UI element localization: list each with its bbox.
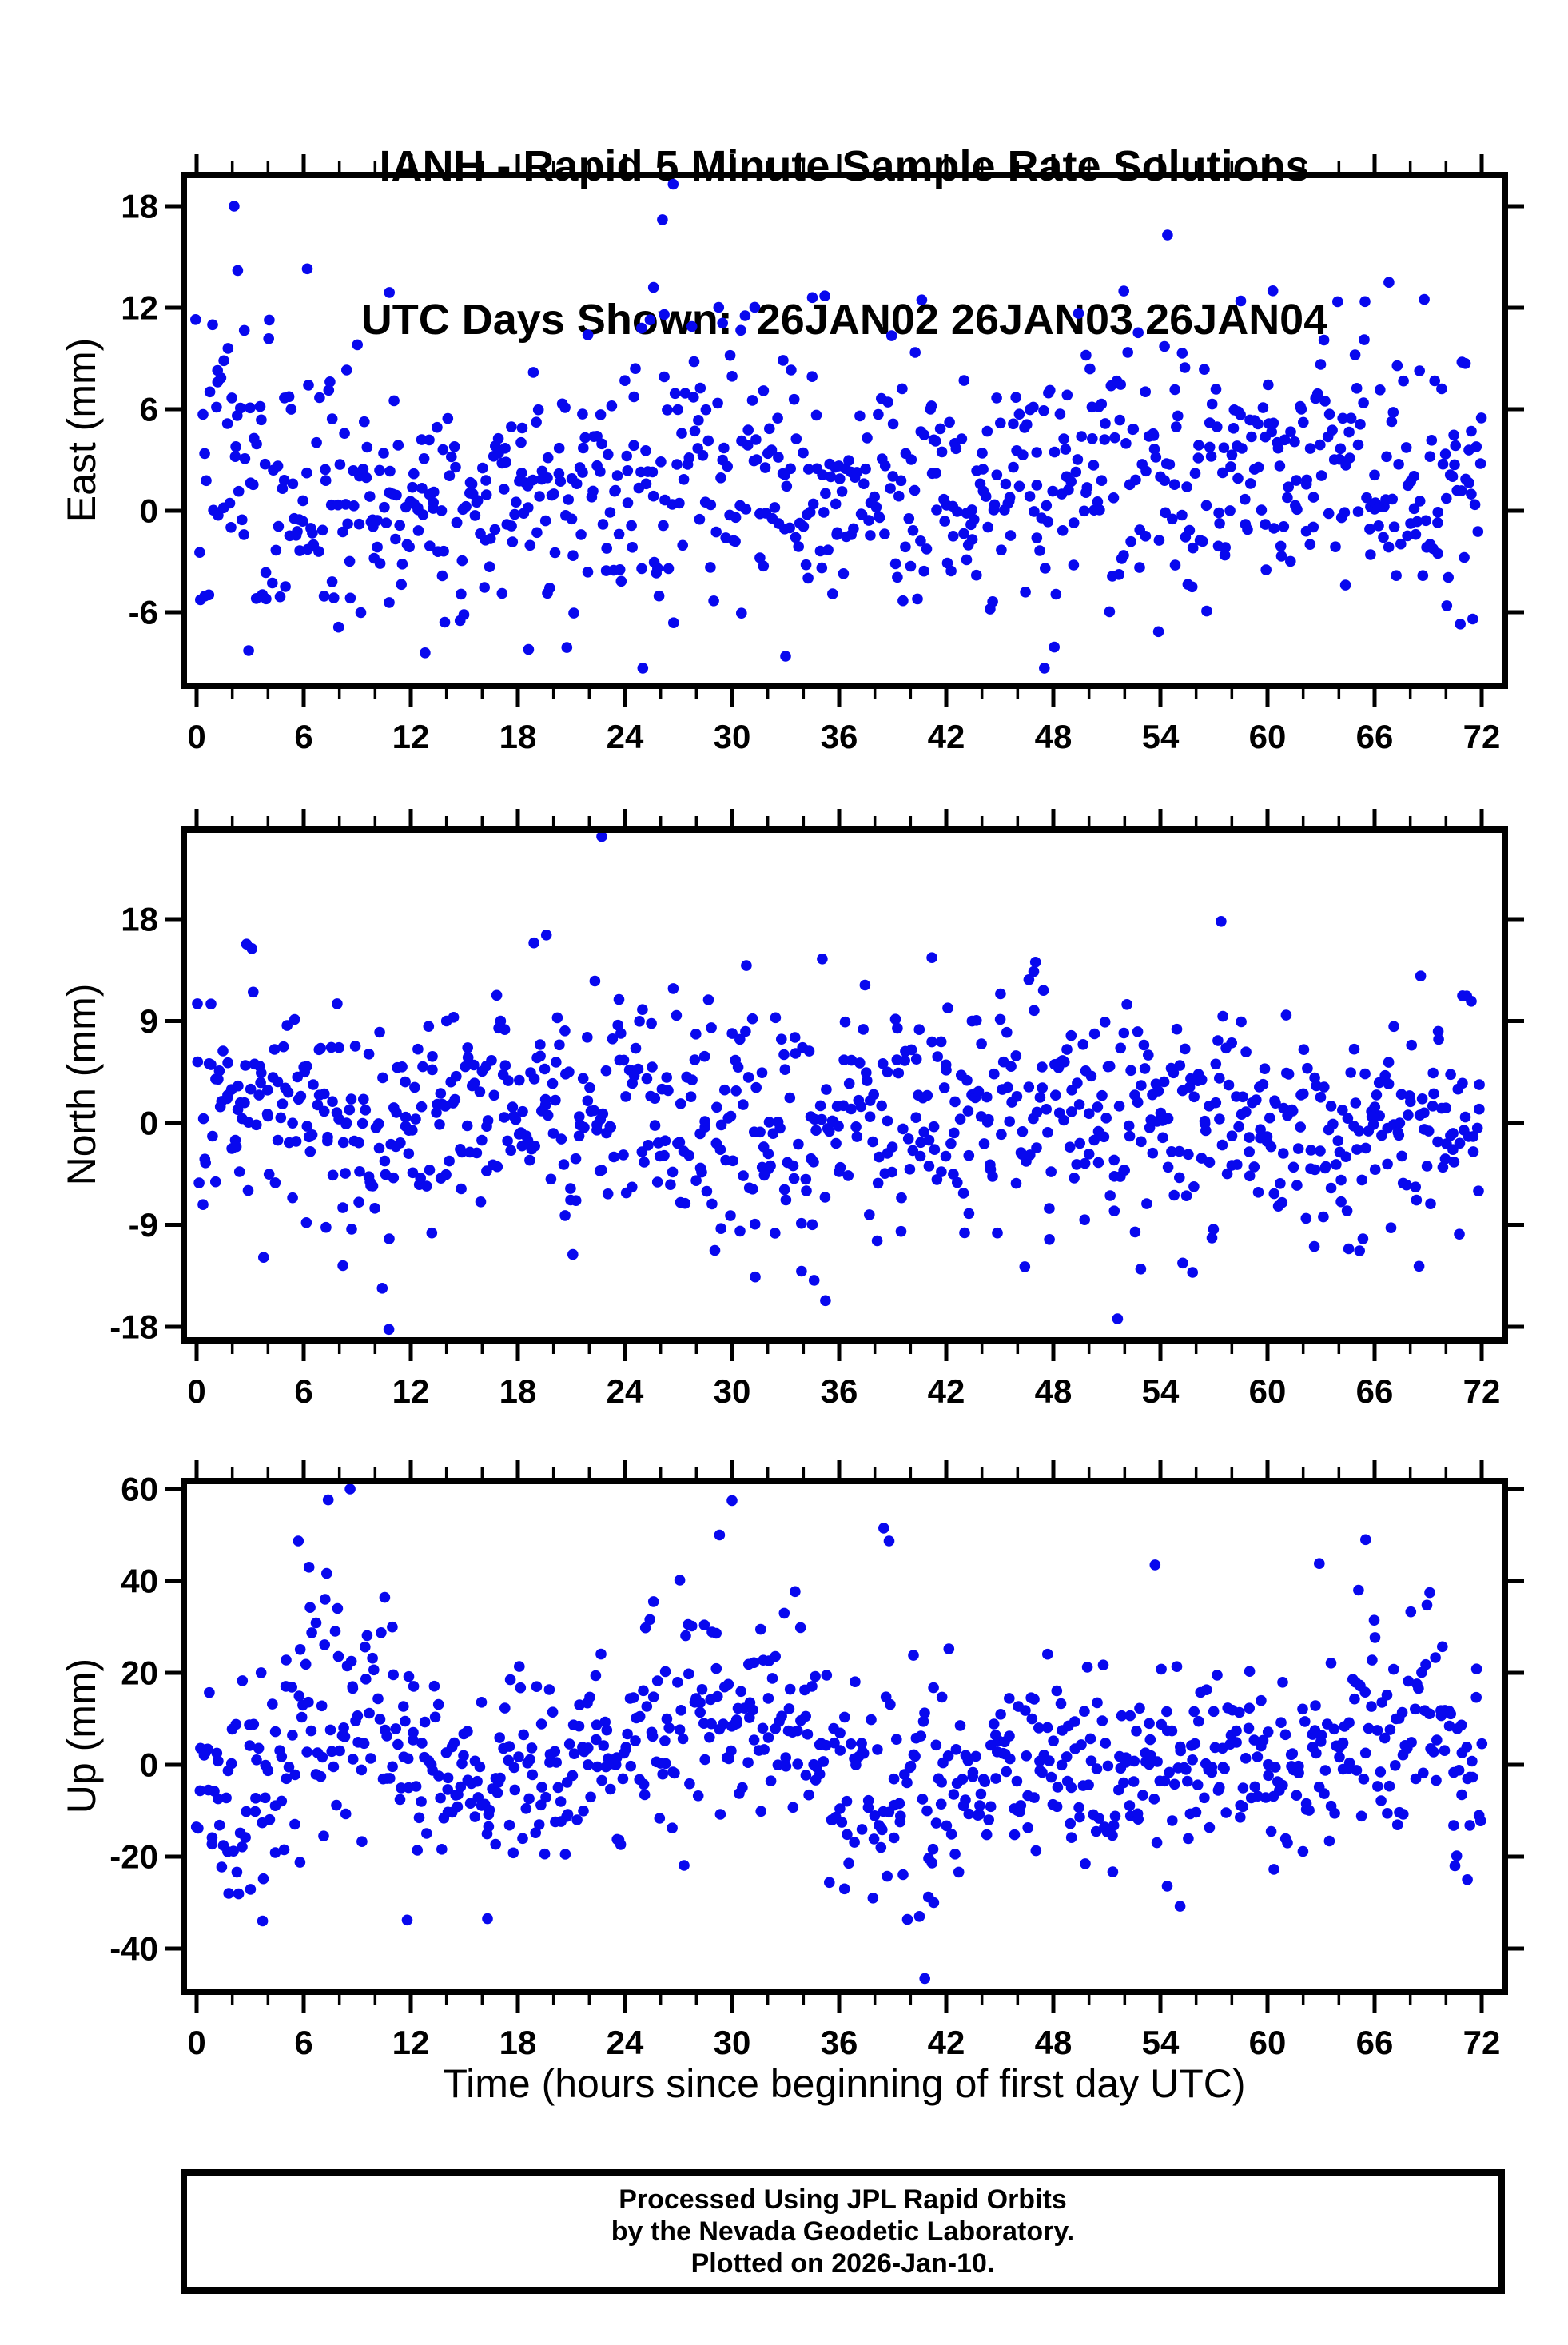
up-ytick-label: -20 (109, 1837, 158, 1875)
east-ytick-label: -6 (129, 593, 158, 631)
north-xtick-label: 12 (392, 1372, 430, 1410)
up-xtick-label: 30 (714, 2024, 751, 2061)
up-xtick-label: 24 (607, 2024, 644, 2061)
north-xtick-label: 30 (714, 1372, 751, 1410)
north-xtick-label: 0 (187, 1372, 205, 1410)
north-xtick-label: 42 (928, 1372, 965, 1410)
x-axis-label: Time (hours since beginning of first day… (443, 2061, 1246, 2106)
east-xtick-label: 24 (607, 718, 644, 755)
up-frame: -40 -20 0 20 40 60 0 6 12 18 24 30 36 42 48 54 60 66 72 (109, 1460, 1524, 2061)
east-points (190, 178, 1487, 674)
east-frame: -6 0 6 12 18 0 6 12 18 24 30 36 42 48 54 60 66 72 (121, 154, 1524, 755)
north-xtick-label: 72 (1463, 1372, 1501, 1410)
north-ytick-label: 18 (121, 900, 158, 938)
up-xtick-label: 18 (499, 2024, 537, 2061)
up-points (190, 1483, 1488, 1985)
east-xtick-label: 48 (1035, 718, 1073, 755)
north-xtick-label: 24 (607, 1372, 644, 1410)
up-xtick-label: 42 (928, 2024, 965, 2061)
up-ytick-label: 60 (121, 1470, 158, 1507)
north-xtick-label: 54 (1142, 1372, 1180, 1410)
up-ytick-label: 20 (121, 1654, 158, 1691)
north-xtick-label: 60 (1249, 1372, 1287, 1410)
footer-box: Processed Using JPL Rapid Orbits by the … (181, 2169, 1505, 2294)
north-points (192, 830, 1485, 1336)
east-xtick-label: 0 (187, 718, 205, 755)
east-xtick-label: 54 (1142, 718, 1180, 755)
north-xtick-label: 36 (821, 1372, 858, 1410)
plot-title-line1: IANH - Rapid 5 Minute Sample Rate Soluti… (379, 142, 1310, 190)
north-xtick-label: 18 (499, 1372, 537, 1410)
up-ytick-label: 0 (140, 1746, 158, 1783)
up-ytick-label: -40 (109, 1929, 158, 1967)
up-xtick-label: 72 (1463, 2024, 1501, 2061)
north-frame: -18 -9 0 9 18 0 6 12 18 24 30 36 42 48 54 60 66 72 (109, 809, 1524, 1410)
east-xtick-label: 66 (1356, 718, 1394, 755)
east-ytick-label: 18 (121, 187, 158, 225)
up-xtick-label: 66 (1356, 2024, 1394, 2061)
y-axis-label-east: East (mm) (59, 337, 104, 523)
north-ytick-label: -18 (109, 1308, 158, 1345)
north-ytick-label: 9 (140, 1002, 158, 1040)
east-ytick-label: 12 (121, 289, 158, 326)
y-axis-label-north: North (mm) (59, 983, 104, 1186)
up-xtick-label: 54 (1142, 2024, 1180, 2061)
east-ytick-label: 6 (140, 390, 158, 428)
up-ytick-label: 40 (121, 1562, 158, 1599)
east-xtick-label: 72 (1463, 718, 1501, 755)
north-xtick-label: 6 (294, 1372, 312, 1410)
up-xtick-label: 6 (294, 2024, 312, 2061)
y-axis-label-up: Up (mm) (59, 1658, 104, 1814)
north-xtick-label: 66 (1356, 1372, 1394, 1410)
east-xtick-label: 60 (1249, 718, 1287, 755)
east-xtick-label: 6 (294, 718, 312, 755)
up-xtick-label: 36 (821, 2024, 858, 2061)
footer-line2: by the Nevada Geodetic Laboratory. (611, 2216, 1075, 2247)
east-xtick-label: 36 (821, 718, 858, 755)
north-xtick-label: 48 (1035, 1372, 1073, 1410)
footer-line3: Plotted on 2026-Jan-10. (690, 2248, 995, 2279)
up-xtick-label: 0 (187, 2024, 205, 2061)
footer-line1: Processed Using JPL Rapid Orbits (619, 2184, 1067, 2215)
east-xtick-label: 30 (714, 718, 751, 755)
east-xtick-label: 12 (392, 718, 430, 755)
east-xtick-label: 42 (928, 718, 965, 755)
up-xtick-label: 12 (392, 2024, 430, 2061)
up-xtick-label: 48 (1035, 2024, 1073, 2061)
north-ytick-label: 0 (140, 1104, 158, 1141)
east-xtick-label: 18 (499, 718, 537, 755)
north-ytick-label: -9 (129, 1206, 158, 1244)
up-xtick-label: 60 (1249, 2024, 1287, 2061)
east-ytick-label: 0 (140, 492, 158, 529)
